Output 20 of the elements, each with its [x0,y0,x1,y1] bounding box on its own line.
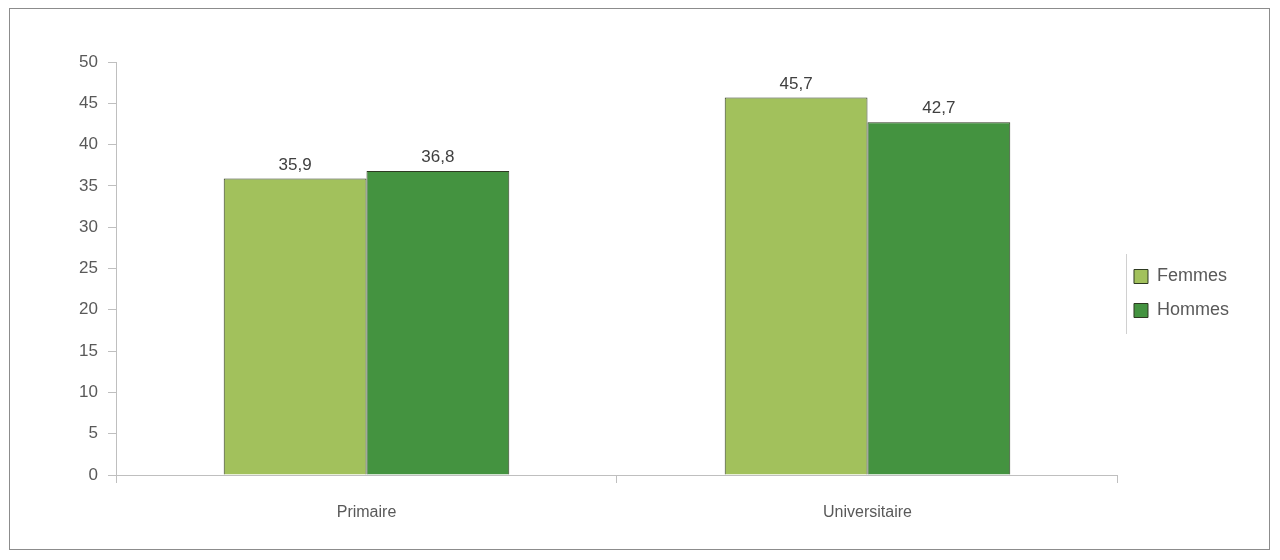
data-label: 42,7 [922,98,956,118]
y-tick-label: 40 [79,134,98,154]
y-tick-label: 10 [79,382,98,402]
y-tick-label: 20 [79,299,98,319]
y-tick-label: 25 [79,258,98,278]
data-label: 45,7 [779,73,813,93]
chart-frame: Femmes Hommes Primaire Universitaire 0 5 10 15 20 25 30 35 40 45 50 35,9 45,7 36,8 42,7 [9,8,1270,550]
legend-label: Hommes [1156,299,1230,320]
data-label: 36,8 [421,147,455,167]
x-tick-label: Primaire [336,503,397,521]
y-tick-label: 0 [88,464,98,484]
data-label: 35,9 [278,154,312,174]
y-tick-label: 50 [79,51,98,71]
x-tick-label: Universitaire [823,503,913,521]
y-tick-label: 30 [79,216,98,236]
y-tick-label: 45 [79,92,98,112]
legend-label: Femmes [1156,265,1228,286]
y-tick-label: 35 [79,175,98,195]
y-tick-label: 5 [88,423,98,443]
y-tick-label: 15 [79,340,98,360]
